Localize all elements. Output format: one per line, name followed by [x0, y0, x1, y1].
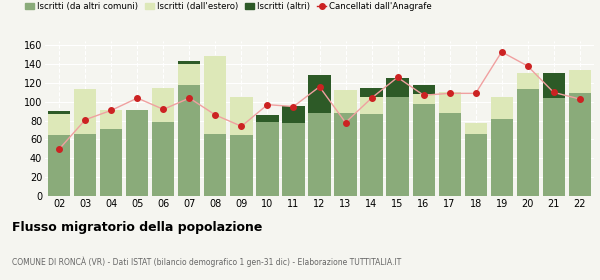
- Bar: [517, 73, 539, 89]
- Bar: [334, 90, 356, 113]
- Bar: [48, 135, 70, 196]
- Bar: [205, 56, 226, 134]
- Bar: [464, 134, 487, 196]
- Bar: [230, 97, 253, 135]
- Bar: [48, 111, 70, 114]
- Bar: [178, 61, 200, 64]
- Bar: [100, 110, 122, 129]
- Bar: [152, 88, 175, 122]
- Bar: [386, 78, 409, 97]
- Bar: [361, 88, 383, 97]
- Bar: [308, 113, 331, 196]
- Bar: [74, 89, 97, 134]
- Bar: [386, 97, 409, 196]
- Bar: [100, 129, 122, 196]
- Bar: [569, 93, 591, 196]
- Bar: [361, 114, 383, 196]
- Bar: [413, 94, 434, 104]
- Bar: [283, 106, 305, 123]
- Bar: [48, 114, 70, 135]
- Bar: [542, 98, 565, 196]
- Bar: [413, 104, 434, 196]
- Bar: [127, 110, 148, 196]
- Bar: [439, 113, 461, 196]
- Bar: [178, 64, 200, 85]
- Bar: [256, 122, 278, 196]
- Bar: [74, 134, 97, 196]
- Bar: [491, 119, 512, 196]
- Bar: [178, 85, 200, 196]
- Bar: [413, 85, 434, 94]
- Bar: [439, 92, 461, 113]
- Bar: [256, 115, 278, 122]
- Bar: [152, 122, 175, 196]
- Bar: [205, 134, 226, 196]
- Bar: [334, 113, 356, 196]
- Bar: [491, 97, 512, 119]
- Bar: [308, 75, 331, 113]
- Bar: [542, 73, 565, 98]
- Bar: [283, 123, 305, 196]
- Text: Flusso migratorio della popolazione: Flusso migratorio della popolazione: [12, 221, 262, 234]
- Bar: [464, 123, 487, 134]
- Bar: [517, 89, 539, 196]
- Bar: [361, 97, 383, 114]
- Legend: Iscritti (da altri comuni), Iscritti (dall'estero), Iscritti (altri), Cancellati: Iscritti (da altri comuni), Iscritti (da…: [22, 0, 436, 14]
- Bar: [230, 135, 253, 196]
- Bar: [569, 70, 591, 93]
- Text: COMUNE DI RONCÀ (VR) - Dati ISTAT (bilancio demografico 1 gen-31 dic) - Elaboraz: COMUNE DI RONCÀ (VR) - Dati ISTAT (bilan…: [12, 256, 401, 267]
